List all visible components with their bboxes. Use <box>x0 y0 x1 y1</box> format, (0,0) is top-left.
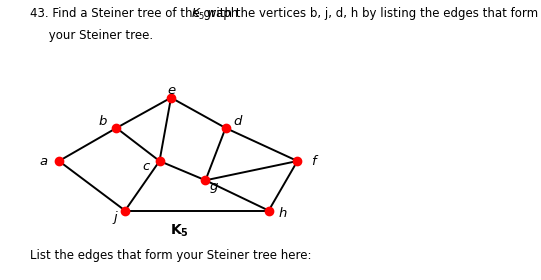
Text: with the vertices b, j, d, h by listing the edges that form: with the vertices b, j, d, h by listing … <box>203 7 538 20</box>
Text: g: g <box>209 180 217 193</box>
Text: f: f <box>311 155 315 167</box>
Text: 43. Find a Steiner tree of the graph: 43. Find a Steiner tree of the graph <box>30 7 242 20</box>
Text: h: h <box>278 207 287 220</box>
Text: e: e <box>167 84 175 97</box>
Text: j: j <box>113 211 117 224</box>
Text: b: b <box>98 115 107 128</box>
Text: $K_5$: $K_5$ <box>191 7 205 22</box>
Text: c: c <box>142 160 149 173</box>
Text: your Steiner tree.: your Steiner tree. <box>30 29 153 42</box>
Text: d: d <box>233 115 241 128</box>
Text: a: a <box>39 155 47 167</box>
Text: $\mathbf{K_5}$: $\mathbf{K_5}$ <box>170 223 189 239</box>
Text: List the edges that form your Steiner tree here:: List the edges that form your Steiner tr… <box>30 249 311 262</box>
